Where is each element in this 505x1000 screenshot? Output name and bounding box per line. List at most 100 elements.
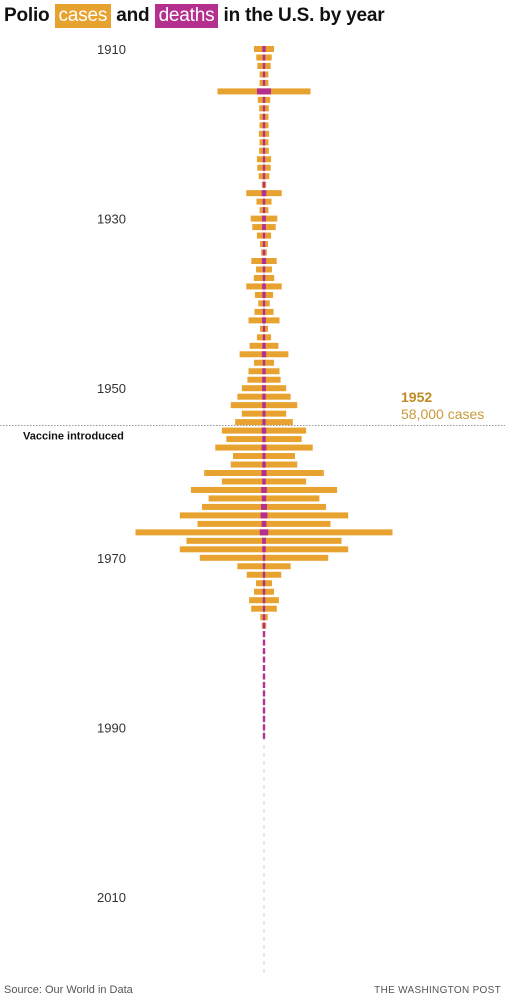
deaths-bar bbox=[262, 173, 266, 180]
deaths-bar bbox=[262, 588, 266, 595]
deaths-bar bbox=[262, 631, 266, 638]
year-label: 1970 bbox=[97, 551, 126, 566]
deaths-bar bbox=[262, 724, 266, 731]
deaths-bar bbox=[262, 461, 266, 468]
deaths-bar bbox=[262, 113, 266, 120]
deaths-bar bbox=[260, 512, 268, 519]
deaths-bar bbox=[262, 563, 266, 570]
deaths-bar bbox=[262, 46, 266, 52]
deaths-bar bbox=[262, 648, 266, 655]
title-part2: and bbox=[116, 5, 150, 26]
deaths-bar bbox=[259, 529, 269, 536]
deaths-bar bbox=[262, 410, 266, 417]
deaths-bar bbox=[262, 147, 266, 154]
deaths-bar bbox=[262, 334, 266, 341]
deaths-bar bbox=[261, 486, 267, 493]
deaths-bar bbox=[262, 198, 266, 205]
deaths-bar bbox=[261, 495, 267, 502]
title-deaths-highlight: deaths bbox=[154, 4, 219, 28]
year-label: 1930 bbox=[97, 212, 126, 227]
deaths-bar bbox=[262, 207, 266, 214]
deaths-bar bbox=[262, 181, 266, 188]
deaths-bar bbox=[262, 130, 266, 137]
deaths-bar bbox=[262, 546, 266, 553]
deaths-bar bbox=[262, 139, 266, 146]
bars-group bbox=[135, 46, 393, 739]
deaths-bar bbox=[262, 732, 266, 739]
deaths-bar bbox=[262, 368, 266, 375]
deaths-bar bbox=[262, 308, 266, 315]
deaths-bar bbox=[262, 291, 266, 298]
deaths-bar bbox=[262, 571, 266, 578]
deaths-bar bbox=[261, 351, 267, 358]
deaths-bar bbox=[262, 690, 266, 697]
deaths-bar bbox=[262, 105, 266, 112]
deaths-bar bbox=[262, 359, 266, 366]
deaths-bar bbox=[261, 427, 267, 434]
deaths-bar bbox=[261, 190, 267, 197]
deaths-bar bbox=[262, 665, 266, 672]
year-labels-group: 1910 1930 1950 1970 1990 2010 bbox=[97, 42, 126, 905]
title-part3: in the U.S. by year bbox=[223, 5, 385, 26]
deaths-bar bbox=[262, 71, 266, 78]
deaths-bar bbox=[262, 283, 266, 290]
deaths-bar bbox=[262, 419, 266, 426]
deaths-bar bbox=[262, 698, 266, 705]
deaths-bar bbox=[262, 325, 266, 332]
year-label: 1950 bbox=[97, 381, 126, 396]
year-label: 2010 bbox=[97, 890, 126, 905]
deaths-bar bbox=[262, 605, 266, 612]
deaths-bar bbox=[262, 300, 266, 307]
deaths-bar bbox=[262, 224, 266, 231]
title-part1: Polio bbox=[4, 5, 50, 26]
year-label: 1910 bbox=[97, 42, 126, 57]
chart-title: Polio cases and deaths in the U.S. by ye… bbox=[4, 4, 385, 30]
deaths-bar bbox=[257, 88, 271, 95]
deaths-bar bbox=[262, 614, 266, 621]
deaths-bar bbox=[262, 376, 266, 383]
deaths-bar bbox=[262, 393, 266, 400]
deaths-bar bbox=[262, 232, 266, 239]
deaths-bar bbox=[262, 249, 266, 256]
deaths-bar bbox=[262, 673, 266, 680]
deaths-bar bbox=[261, 503, 267, 510]
deaths-bar bbox=[262, 453, 266, 460]
year-label: 1990 bbox=[97, 720, 126, 735]
deaths-bar bbox=[262, 402, 266, 409]
deaths-bar bbox=[262, 537, 266, 544]
deaths-bar bbox=[262, 342, 266, 349]
deaths-bar bbox=[262, 707, 266, 714]
deaths-bar bbox=[262, 436, 266, 443]
deaths-bar bbox=[261, 520, 267, 527]
deaths-bar bbox=[262, 622, 266, 629]
deaths-bar bbox=[262, 715, 266, 722]
deaths-bar bbox=[261, 470, 267, 476]
deaths-bar bbox=[262, 597, 266, 604]
title-cases-highlight: cases bbox=[54, 4, 112, 28]
deaths-bar bbox=[262, 164, 266, 171]
deaths-bar bbox=[262, 274, 266, 281]
deaths-bar bbox=[262, 385, 266, 392]
deaths-bar bbox=[262, 317, 266, 324]
deaths-bar bbox=[262, 54, 266, 61]
deaths-bar bbox=[262, 554, 266, 561]
deaths-bar bbox=[262, 639, 266, 646]
deaths-bar bbox=[262, 79, 266, 86]
source-note: Source: Our World in Data bbox=[4, 984, 133, 996]
deaths-bar bbox=[262, 478, 266, 485]
deaths-bar bbox=[261, 444, 267, 451]
deaths-bar bbox=[261, 258, 267, 264]
deaths-bar bbox=[262, 215, 266, 222]
publisher-brand: THE WASHINGTON POST bbox=[374, 985, 501, 996]
deaths-bar bbox=[262, 682, 266, 688]
deaths-bar bbox=[262, 62, 266, 69]
peak-year-label: 1952 bbox=[401, 389, 432, 405]
deaths-bar bbox=[262, 580, 266, 587]
deaths-bar bbox=[262, 96, 266, 103]
vaccine-label: Vaccine introduced bbox=[23, 430, 124, 442]
deaths-bar bbox=[262, 266, 266, 273]
deaths-bar bbox=[262, 656, 266, 663]
peak-cases-label: 58,000 cases bbox=[401, 406, 484, 422]
deaths-bar bbox=[262, 156, 266, 163]
